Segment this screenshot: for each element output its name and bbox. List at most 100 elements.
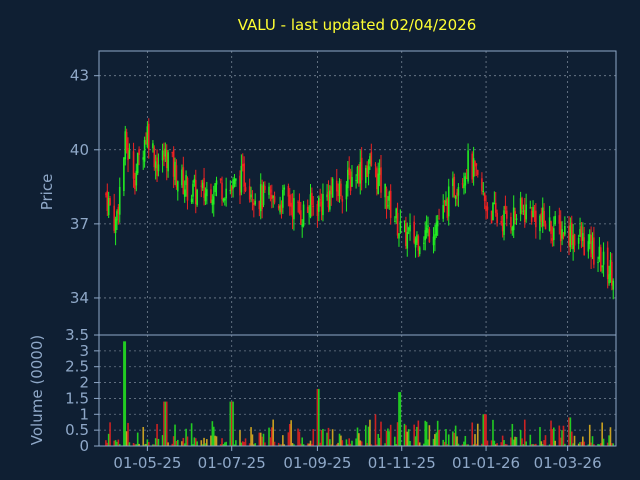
volume-bar: [262, 433, 265, 446]
candle-body: [485, 205, 487, 212]
volume-bar: [135, 444, 138, 446]
candle-body: [388, 191, 391, 201]
candle-body: [369, 156, 371, 164]
volume-bar: [457, 443, 460, 446]
volume-bar: [225, 441, 227, 446]
volume-bar: [243, 441, 245, 446]
volume-bar: [219, 444, 222, 446]
volume-bar: [532, 444, 534, 446]
volume-bar: [598, 444, 601, 446]
volume-bar: [239, 430, 241, 446]
candle-body: [360, 157, 363, 181]
volume-bar: [388, 431, 391, 446]
candle-body: [562, 234, 565, 238]
volume-bar: [222, 444, 225, 446]
candle-body: [447, 186, 450, 217]
candle-body: [171, 152, 174, 154]
candle-body: [105, 193, 107, 195]
volume-bar: [525, 441, 527, 446]
volume-bar: [241, 441, 244, 446]
candle-body: [201, 182, 204, 188]
volume-bar: [125, 431, 128, 446]
volume-bar: [515, 437, 518, 446]
candle-body: [283, 187, 286, 190]
volume-bar: [335, 444, 338, 446]
volume-bar: [587, 444, 590, 446]
candle-body: [153, 147, 156, 168]
candle-body: [331, 178, 334, 198]
volume-bar: [418, 442, 421, 446]
candle-body: [181, 169, 183, 186]
volume-bar: [174, 424, 176, 446]
candle-body: [493, 202, 496, 205]
volume-bar: [500, 442, 503, 446]
candle-body: [124, 131, 127, 160]
candle-body: [599, 247, 602, 272]
volume-bar: [114, 440, 117, 446]
candle-body: [127, 147, 129, 161]
candle-body: [434, 234, 436, 240]
volume-tick-label: 3.5: [65, 326, 89, 344]
candle-body: [182, 167, 185, 195]
candle-body: [445, 200, 447, 206]
candle-body: [471, 153, 474, 180]
volume-bar: [360, 441, 363, 446]
candle-body: [588, 234, 591, 244]
candle-body: [261, 185, 263, 209]
volume-bar: [124, 341, 127, 446]
volume-bar: [530, 444, 533, 446]
volume-bar: [145, 443, 147, 446]
candle-body: [389, 190, 392, 218]
volume-bar: [608, 435, 610, 446]
candle-body: [230, 186, 233, 191]
volume-bar: [306, 443, 309, 446]
volume-bar: [582, 436, 584, 446]
candle-body: [319, 199, 321, 201]
candle-body: [374, 164, 377, 166]
candle-body: [106, 190, 109, 211]
volume-bar: [599, 443, 602, 446]
candle-body: [203, 178, 205, 198]
candle-body: [407, 228, 410, 230]
volume-tick-label: 2.5: [65, 358, 89, 376]
candle-body: [320, 201, 323, 212]
volume-bar: [435, 432, 438, 446]
volume-bar: [445, 429, 447, 446]
volume-bar: [377, 433, 380, 446]
volume-bar: [211, 421, 214, 446]
candle-body: [165, 149, 168, 169]
volume-bar: [319, 442, 321, 446]
candle-body: [427, 225, 429, 227]
volume-bar: [369, 419, 371, 446]
candle-body: [552, 228, 555, 241]
candle-body: [219, 178, 222, 181]
candle-body: [147, 123, 150, 150]
volume-bar: [259, 432, 262, 446]
candle-body: [143, 140, 146, 162]
volume-bar: [317, 388, 320, 446]
candle-body: [399, 221, 402, 233]
candle-body: [163, 154, 165, 160]
volume-bar: [223, 442, 226, 446]
candle-body: [413, 221, 415, 243]
candle-body: [244, 187, 247, 192]
volume-bar: [117, 439, 120, 446]
volume-bar: [406, 431, 409, 446]
candle-body: [174, 161, 176, 180]
volume-bar: [229, 401, 232, 446]
volume-bar: [535, 443, 537, 446]
candle-body: [504, 205, 507, 210]
volume-bar: [494, 444, 497, 446]
volume-tick-label: 0: [79, 437, 89, 455]
volume-bar: [609, 427, 612, 446]
volume-bar: [185, 428, 187, 446]
price-grid: [99, 51, 616, 335]
candle-body: [193, 178, 196, 183]
candle-body: [358, 165, 360, 184]
candle-body: [436, 220, 439, 227]
candle-body: [514, 211, 516, 218]
candle-body: [329, 190, 331, 210]
volume-bar: [164, 401, 167, 446]
volume-bar: [143, 444, 146, 446]
x-tick-label: 01-07-25: [198, 454, 266, 472]
